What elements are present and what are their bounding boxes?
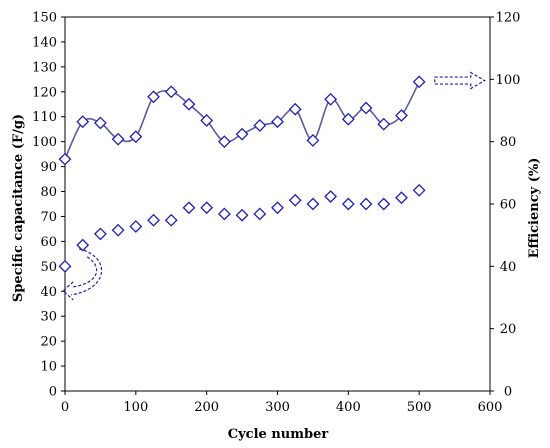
y2-tick-label: 100	[496, 73, 521, 88]
series-1-point	[288, 193, 302, 207]
y-tick-label: 130	[32, 60, 57, 75]
series-1-point	[129, 220, 143, 233]
y2-tick-label: 20	[500, 322, 517, 337]
series-0-point	[164, 85, 178, 99]
series-0-point	[395, 109, 408, 122]
series-0-point	[76, 115, 90, 129]
series-1-point	[147, 213, 160, 227]
series-0-point	[288, 102, 302, 116]
series-1-point	[377, 197, 391, 211]
series-0-point	[147, 90, 160, 104]
series-0-point	[93, 116, 107, 130]
series-0-point	[182, 97, 196, 111]
series-1-point	[271, 201, 284, 215]
y2-tick-label: 60	[500, 198, 517, 213]
series-1-point	[395, 191, 408, 205]
series-1-point	[182, 201, 196, 215]
y-tick-label: 100	[32, 135, 57, 150]
series-0-point	[324, 92, 338, 106]
series-0-point	[235, 127, 249, 141]
x-tick-label: 400	[336, 400, 361, 415]
y-tick-label: 0	[49, 385, 57, 400]
y-tick-label: 10	[40, 360, 57, 375]
annotation-layer	[62, 71, 486, 301]
series-0-point	[359, 101, 373, 115]
tick-layer: 0 100 200 300 400 500 600010203040506070809010…	[32, 11, 520, 416]
series-1-point	[324, 190, 338, 203]
series-0-point	[200, 114, 214, 127]
series-0-line	[64, 81, 420, 160]
y-tick-label: 140	[32, 35, 57, 50]
series-0-point	[217, 135, 231, 149]
y-tick-label: 60	[40, 235, 57, 250]
x-tick-label: 500	[407, 400, 432, 415]
series-1-point	[200, 201, 214, 215]
x-tick-label: 100	[123, 400, 148, 415]
x-tick-label: 200	[194, 400, 219, 415]
series-1-point	[93, 227, 107, 241]
y2-tick-label: 40	[500, 260, 517, 275]
series-1-point	[341, 197, 355, 211]
series-1-point	[412, 183, 426, 197]
series-0-point	[306, 134, 320, 147]
y-axis-label: Specific capacitance (F/g)	[11, 114, 26, 302]
y-tick-label: 120	[32, 85, 57, 100]
series-1-point	[217, 207, 231, 221]
y-tick-label: 30	[40, 310, 57, 325]
y-tick-label: 80	[40, 185, 57, 200]
series-1-point	[253, 207, 267, 221]
x-axis-label: Cycle number	[228, 427, 329, 442]
series-0-point	[111, 132, 125, 146]
x-tick-label: 600	[478, 400, 503, 415]
series-1-point	[58, 259, 72, 273]
series-1-point	[235, 208, 249, 222]
x-tick-label: 0	[61, 400, 69, 415]
y2-axis-label: Efficiency (%)	[527, 158, 542, 259]
capacitance-axis-curved-arrow-inner	[73, 256, 98, 288]
y-tick-label: 70	[40, 210, 57, 225]
y-tick-label: 40	[40, 285, 57, 300]
series-1-point	[76, 238, 90, 252]
series-0-point	[271, 115, 284, 129]
series-0-point	[341, 112, 355, 126]
y2-tick-label: 120	[496, 11, 521, 26]
y-tick-label: 150	[32, 11, 57, 26]
series-0-point	[377, 117, 391, 131]
capacitance-axis-curved-arrow	[71, 248, 103, 296]
series-1-point	[306, 197, 320, 211]
series-1-point	[111, 223, 125, 237]
capacitance-axis-arrow-head	[62, 281, 74, 301]
series-layer	[58, 75, 426, 273]
efficiency-axis-arrow	[434, 71, 486, 90]
y-tick-label: 110	[32, 110, 57, 125]
series-0-point	[253, 119, 267, 132]
series-0-point	[412, 75, 426, 89]
series-0-point	[58, 152, 72, 166]
y-tick-label: 90	[40, 160, 57, 175]
series-1-point	[164, 213, 178, 227]
y-tick-label: 50	[40, 260, 57, 275]
series-0-point	[129, 130, 143, 144]
y2-tick-label: 80	[500, 135, 517, 150]
series-1-point	[359, 197, 373, 211]
y-tick-label: 20	[40, 335, 57, 350]
y2-tick-label: 0	[504, 385, 512, 400]
x-tick-label: 300	[265, 400, 290, 415]
